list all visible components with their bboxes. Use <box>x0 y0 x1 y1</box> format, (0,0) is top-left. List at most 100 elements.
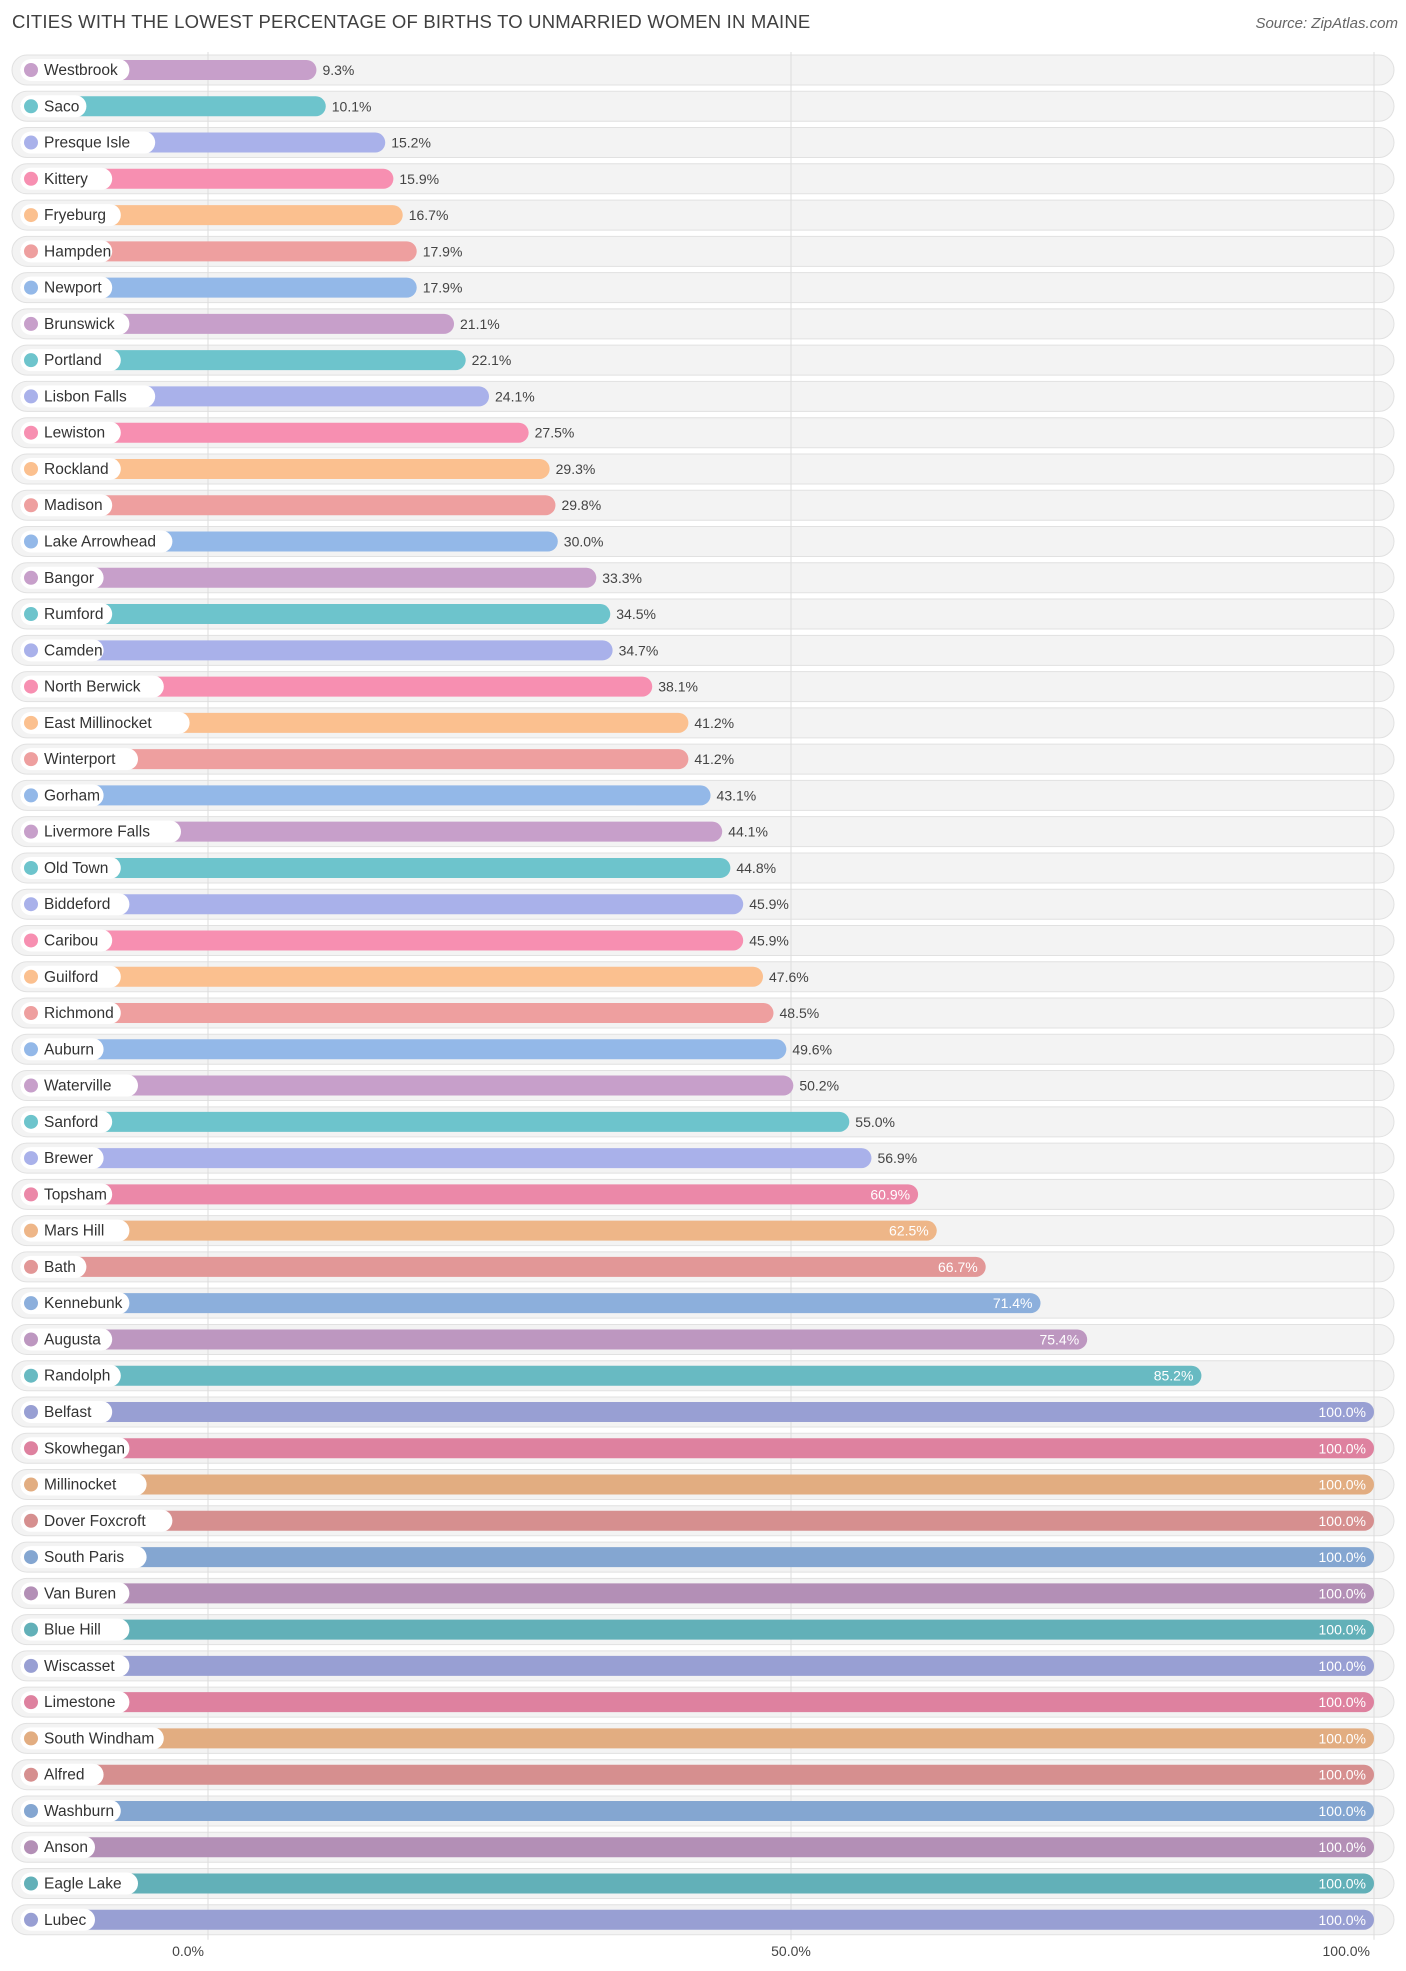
label-pill <box>20 1763 104 1786</box>
label-dot <box>24 715 38 730</box>
value-label: 9.3% <box>322 62 354 78</box>
category-label: Washburn <box>44 1803 114 1820</box>
category-label: North Berwick <box>44 679 141 696</box>
label-dot <box>24 1731 38 1746</box>
category-label: Bangor <box>44 570 94 587</box>
value-label: 43.1% <box>717 787 757 803</box>
tick-label: 50.0% <box>771 1943 811 1959</box>
label-dot <box>24 1114 38 1129</box>
category-label: Livermore Falls <box>44 824 150 841</box>
value-label: 17.9% <box>423 280 463 296</box>
category-label: Dover Foxcroft <box>44 1513 146 1530</box>
label-dot <box>24 244 38 259</box>
bar <box>20 1728 1374 1749</box>
category-label: Saco <box>44 98 79 115</box>
value-label: 34.5% <box>616 606 656 622</box>
value-label: 17.9% <box>423 243 463 259</box>
label-pill <box>20 639 104 662</box>
value-label: 100.0% <box>1319 1585 1366 1601</box>
value-label: 38.1% <box>658 679 698 695</box>
category-label: Alfred <box>44 1767 85 1784</box>
value-label: 75.4% <box>1039 1331 1079 1347</box>
label-dot <box>24 570 38 585</box>
label-dot <box>24 1477 38 1492</box>
value-label: 56.9% <box>877 1150 917 1166</box>
category-label: Kennebunk <box>44 1295 123 1312</box>
value-label: 24.1% <box>495 388 535 404</box>
label-pill <box>20 1799 121 1822</box>
bar <box>20 857 731 878</box>
value-label: 100.0% <box>1319 1622 1366 1638</box>
label-pill <box>20 1509 173 1532</box>
bar <box>20 1184 919 1205</box>
category-label: South Paris <box>44 1549 124 1566</box>
label-dot <box>24 788 38 803</box>
label-pill <box>20 1691 130 1714</box>
bar <box>20 1510 1374 1531</box>
label-pill <box>20 530 173 553</box>
category-label: Hampden <box>44 243 111 260</box>
label-pill <box>20 1074 138 1097</box>
category-label: Fryeburg <box>44 207 106 224</box>
label-dot <box>24 353 38 368</box>
category-label: Brewer <box>44 1150 93 1167</box>
value-label: 100.0% <box>1319 1477 1366 1493</box>
value-label: 45.9% <box>749 932 789 948</box>
label-pill <box>20 748 138 771</box>
category-label: Madison <box>44 497 103 514</box>
value-label: 49.6% <box>792 1041 832 1057</box>
category-label: Portland <box>44 352 102 369</box>
label-pill <box>20 1727 164 1750</box>
bar <box>20 1547 1374 1568</box>
category-label: Blue Hill <box>44 1622 101 1639</box>
label-dot <box>24 1695 38 1710</box>
value-label: 27.5% <box>535 425 575 441</box>
row-background <box>11 54 1395 86</box>
value-label: 22.1% <box>472 352 512 368</box>
category-label: Old Town <box>44 860 108 877</box>
label-dot <box>24 1404 38 1419</box>
category-label: Millinocket <box>44 1477 117 1494</box>
value-label: 29.3% <box>556 461 596 477</box>
category-label: Guilford <box>44 969 98 986</box>
value-label: 71.4% <box>993 1295 1033 1311</box>
category-label: Lubec <box>44 1912 86 1929</box>
bar <box>20 1003 774 1024</box>
label-dot <box>24 969 38 984</box>
label-dot <box>24 1912 38 1927</box>
bar <box>20 422 529 443</box>
label-dot <box>24 1622 38 1637</box>
label-dot <box>24 643 38 658</box>
category-label: Randolph <box>44 1368 110 1385</box>
label-dot <box>24 752 38 767</box>
label-pill <box>20 1546 147 1569</box>
bar <box>20 676 653 697</box>
bar <box>20 1655 1374 1676</box>
value-label: 16.7% <box>409 207 449 223</box>
category-label: Kittery <box>44 171 88 188</box>
category-label: Van Buren <box>44 1585 116 1602</box>
category-label: Eagle Lake <box>44 1876 122 1893</box>
label-pill <box>20 385 156 408</box>
bar <box>20 96 326 117</box>
label-dot <box>24 280 38 295</box>
label-pill <box>20 349 121 372</box>
label-pill <box>20 1002 121 1025</box>
chart-source: Source: ZipAtlas.com <box>1255 15 1398 32</box>
label-dot <box>24 1876 38 1891</box>
bar <box>20 1873 1374 1894</box>
bar <box>20 1075 794 1096</box>
label-pill <box>20 1618 130 1641</box>
value-label: 44.8% <box>736 860 776 876</box>
label-dot <box>24 498 38 513</box>
value-label: 66.7% <box>938 1259 978 1275</box>
label-dot <box>24 679 38 694</box>
label-pill <box>20 1364 121 1387</box>
label-pill <box>20 603 113 626</box>
label-dot <box>24 461 38 476</box>
label-pill <box>20 1038 104 1061</box>
label-dot <box>24 171 38 186</box>
value-label: 100.0% <box>1319 1767 1366 1783</box>
bar <box>20 350 466 371</box>
category-label: Belfast <box>44 1404 92 1421</box>
